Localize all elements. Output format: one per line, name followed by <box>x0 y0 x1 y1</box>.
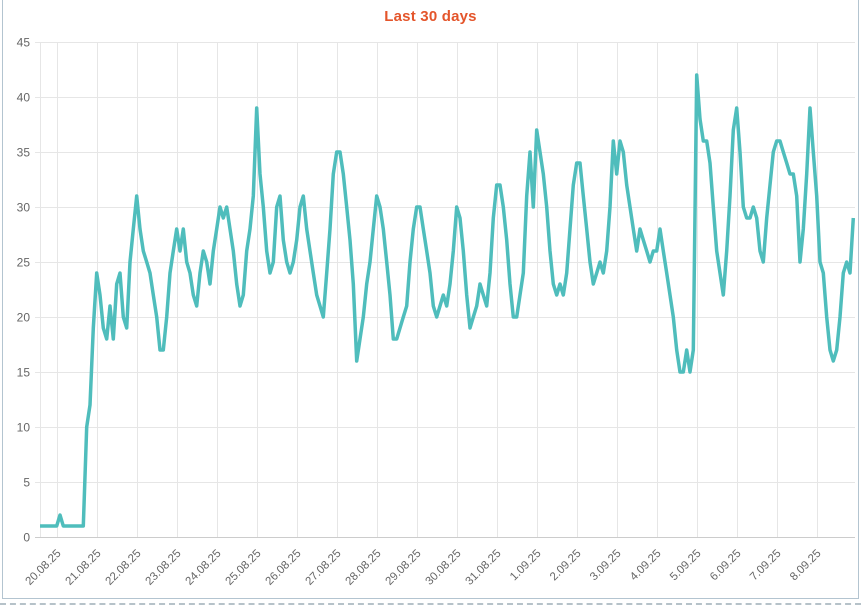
x-axis-tick-label: 28.08.25 <box>343 548 383 588</box>
series-line-value <box>40 73 856 528</box>
y-axis-tick-label: 45 <box>17 36 31 50</box>
dashed-bottom-divider <box>0 603 861 605</box>
y-axis-tick-label: 20 <box>17 311 31 325</box>
x-axis-tick-label: 29.08.25 <box>383 548 423 588</box>
x-axis-tick-label: 23.08.25 <box>143 548 183 588</box>
y-axis-tick-label: 10 <box>17 421 31 435</box>
x-axis-tick-label: 24.08.25 <box>183 548 223 588</box>
y-axis-tick-label: 0 <box>23 531 30 545</box>
x-axis-tick-label: 25.08.25 <box>223 548 263 588</box>
x-axis-tick-label: 3.09.25 <box>588 548 624 584</box>
x-axis-tick-label: 20.08.25 <box>23 548 63 588</box>
x-axis-tick-label: 21.08.25 <box>63 548 103 588</box>
chart-title: Last 30 days <box>384 8 477 25</box>
x-axis-tick-label: 5.09.25 <box>668 548 704 584</box>
x-axis-tick-label: 2.09.25 <box>548 548 584 584</box>
x-axis-tick-label: 26.08.25 <box>263 548 303 588</box>
y-axis-tick-label: 25 <box>17 256 31 270</box>
x-axis-tick-label: 6.09.25 <box>708 548 744 584</box>
x-axis-tick-label: 27.08.25 <box>303 548 343 588</box>
x-axis-tick-label: 8.09.25 <box>788 548 824 584</box>
y-axis-tick-label: 30 <box>17 201 31 215</box>
y-axis-tick-label: 40 <box>17 91 31 105</box>
x-axis-tick-label: 1.09.25 <box>508 548 544 584</box>
x-axis-tick-label: 4.09.25 <box>628 548 664 584</box>
chart-widget <box>2 0 859 599</box>
y-axis-tick-label: 15 <box>17 366 31 380</box>
x-axis-tick-label: 30.08.25 <box>423 548 463 588</box>
y-axis-tick-label: 35 <box>17 146 31 160</box>
x-axis-tick-label: 7.09.25 <box>748 548 784 584</box>
y-axis-tick-label: 5 <box>23 476 30 490</box>
x-axis-tick-label: 31.08.25 <box>463 548 503 588</box>
x-axis-tick-label: 22.08.25 <box>103 548 143 588</box>
